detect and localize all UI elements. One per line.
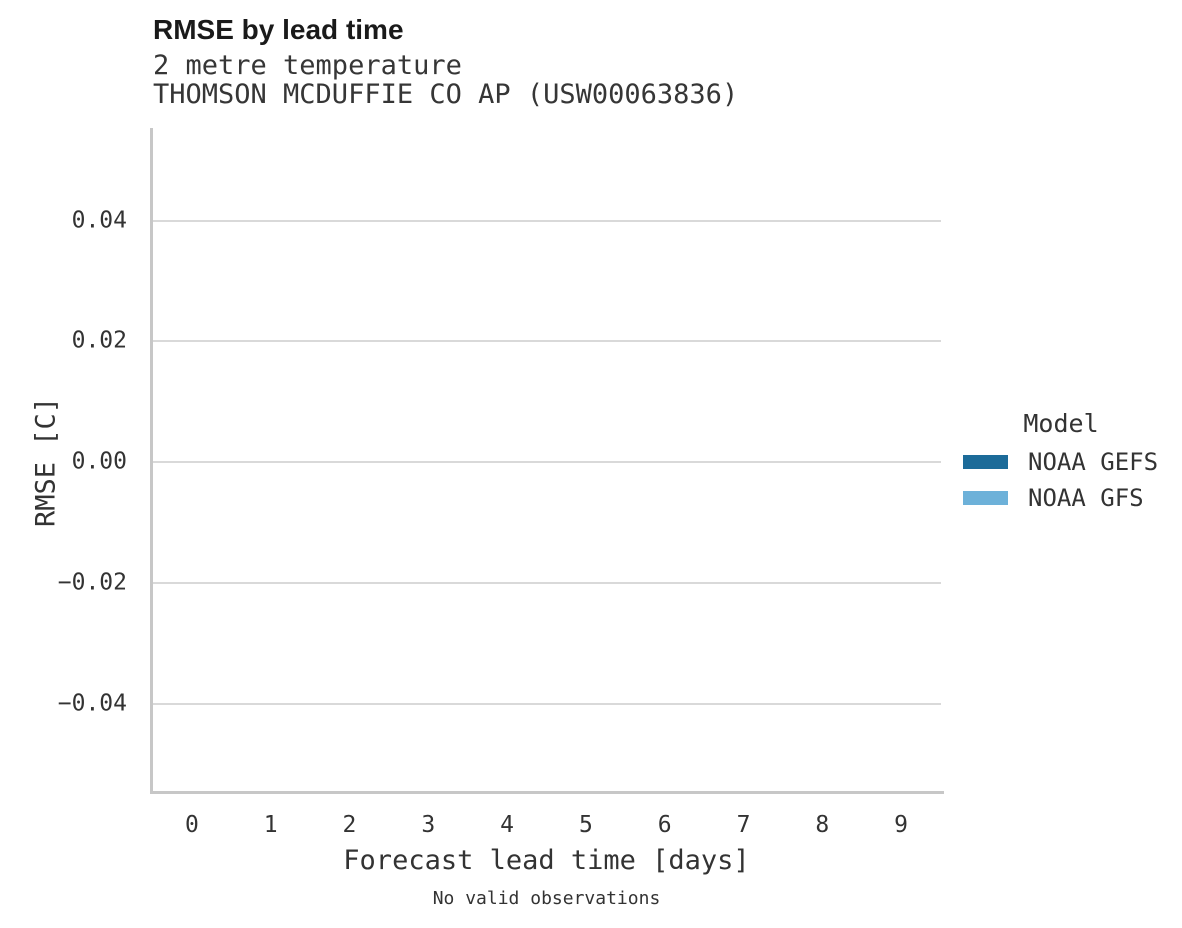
- gridline: [152, 582, 941, 585]
- legend-item-label: NOAA GEFS: [1028, 448, 1159, 476]
- gridline: [152, 461, 941, 464]
- y-axis-spine: [150, 128, 153, 794]
- x-axis-tick-label: 8: [815, 812, 830, 838]
- legend-swatch: [963, 491, 1008, 505]
- y-axis-label: RMSE [C]: [30, 396, 62, 528]
- x-axis-tick-label: 3: [421, 812, 436, 838]
- chart-title: RMSE by lead time: [153, 14, 404, 45]
- legend: Model NOAA GEFS NOAA GFS: [961, 409, 1171, 513]
- plot-area: [152, 128, 941, 792]
- chart-header: RMSE by lead time 2 metre temperature TH…: [153, 13, 738, 109]
- chart-subtitle-line-1: 2 metre temperature: [153, 50, 462, 81]
- x-axis-tick-label: 7: [736, 812, 751, 838]
- legend-item-label: NOAA GFS: [1028, 484, 1144, 512]
- y-axis-tick-label: 0.02: [71, 327, 127, 354]
- x-axis-tick-label: 1: [263, 812, 278, 838]
- x-axis-tick-label: 2: [342, 812, 357, 838]
- legend-item: NOAA GFS: [961, 483, 1171, 513]
- footer-note: No valid observations: [432, 888, 661, 909]
- y-axis-tick-label: 0.04: [71, 206, 127, 233]
- y-axis-tick-labels: 0.04 0.02 0.00 −0.02 −0.04: [0, 128, 127, 792]
- x-axis-spine: [150, 791, 944, 794]
- gridline: [152, 340, 941, 343]
- legend-title: Model: [1023, 409, 1099, 438]
- legend-item: NOAA GEFS: [961, 447, 1171, 477]
- x-axis-tick-label: 0: [184, 812, 199, 838]
- x-axis-tick-label: 6: [657, 812, 672, 838]
- x-axis-tick-label: 5: [578, 812, 593, 838]
- chart-subtitle-line-2: THOMSON MCDUFFIE CO AP (USW00063836): [153, 79, 739, 110]
- gridline: [152, 219, 941, 222]
- data-series-layer: [152, 128, 941, 792]
- x-axis-tick-labels: 0 1 2 3 4 5 6 7 8 9: [152, 812, 941, 842]
- x-axis-tick-label: 9: [894, 812, 909, 838]
- legend-items: NOAA GEFS NOAA GFS: [961, 447, 1171, 513]
- x-axis-label: Forecast lead time [days]: [343, 845, 750, 876]
- y-axis-tick-label: 0.00: [71, 448, 127, 475]
- x-axis-tick-label: 4: [500, 812, 515, 838]
- gridline: [152, 703, 941, 706]
- legend-swatch: [963, 455, 1008, 469]
- y-axis-tick-label: −0.02: [57, 569, 127, 596]
- y-axis-tick-label: −0.04: [57, 690, 127, 717]
